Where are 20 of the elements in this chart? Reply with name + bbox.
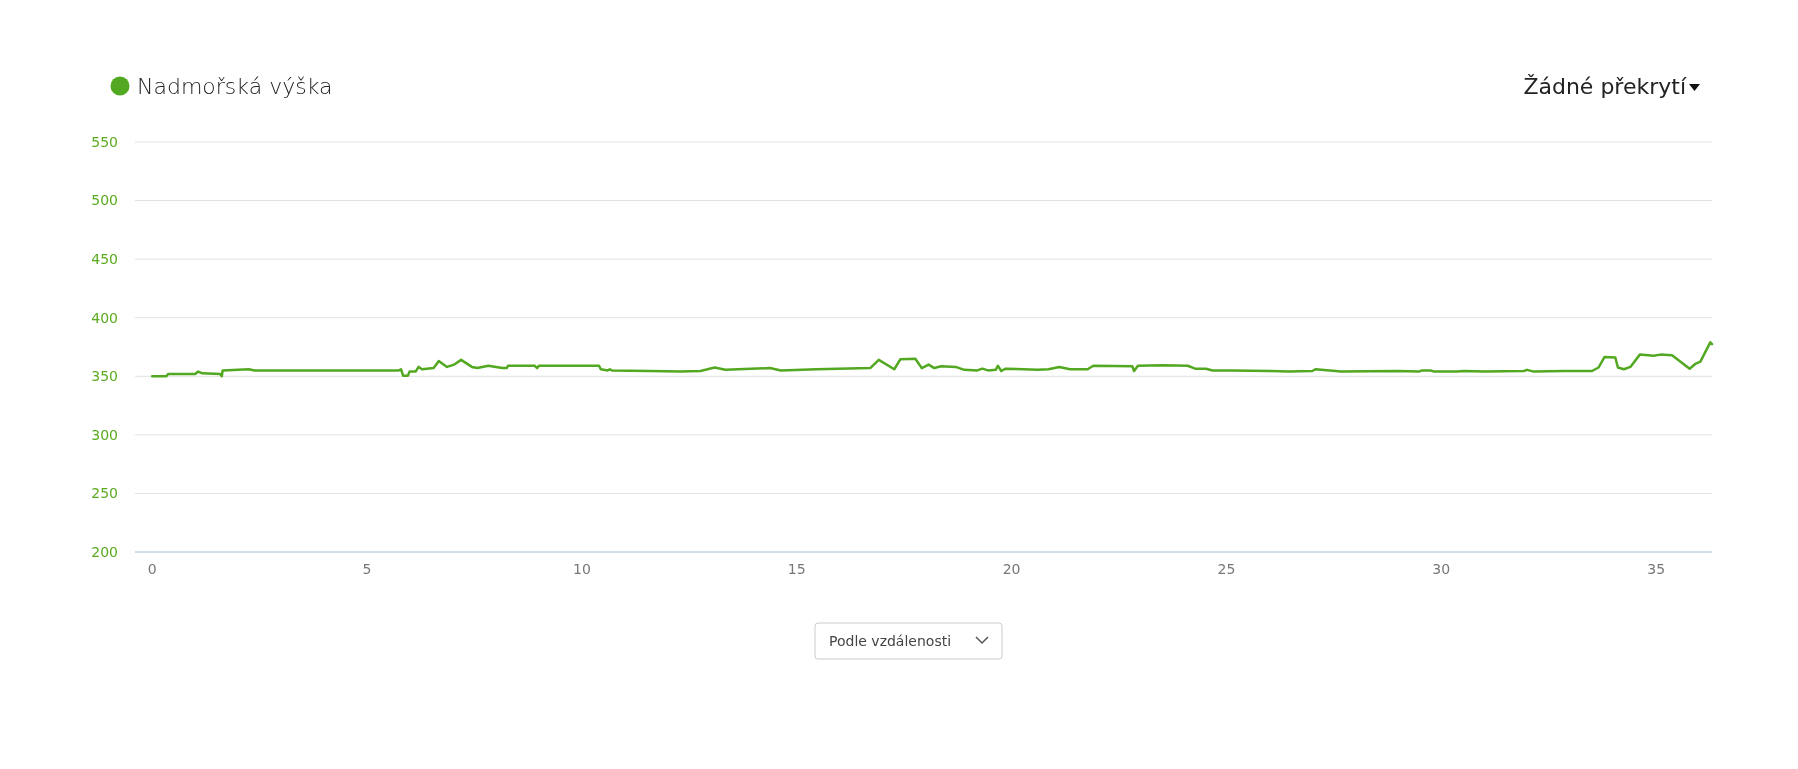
x-tick-label: 5	[362, 561, 372, 577]
x-tick-label: 15	[787, 561, 806, 577]
x-tick-label: 20	[1002, 561, 1021, 577]
text: Žádné překrytí	[1523, 73, 1687, 99]
y-tick-label: 400	[91, 309, 118, 326]
legend-label: Nadmořská výška	[137, 73, 333, 99]
y-tick-label: 250	[91, 485, 118, 502]
y-tick-label: 550	[91, 133, 118, 150]
line-series	[150, 341, 1714, 378]
y-tick-label: 300	[91, 426, 118, 443]
y-tick-label: 450	[91, 251, 118, 268]
y-tick-label: 500	[91, 192, 118, 209]
y-tick-label: 200	[91, 543, 118, 560]
x-tick-label: 30	[1432, 561, 1451, 577]
x-tick-label: 10	[572, 561, 591, 577]
text: Podle vzdálenosti	[829, 632, 952, 649]
y-tick-label: 350	[91, 368, 118, 385]
x-tick-label: 0	[147, 561, 157, 577]
x-tick-label: 35	[1647, 561, 1666, 577]
x-tick-label: 25	[1217, 561, 1236, 577]
